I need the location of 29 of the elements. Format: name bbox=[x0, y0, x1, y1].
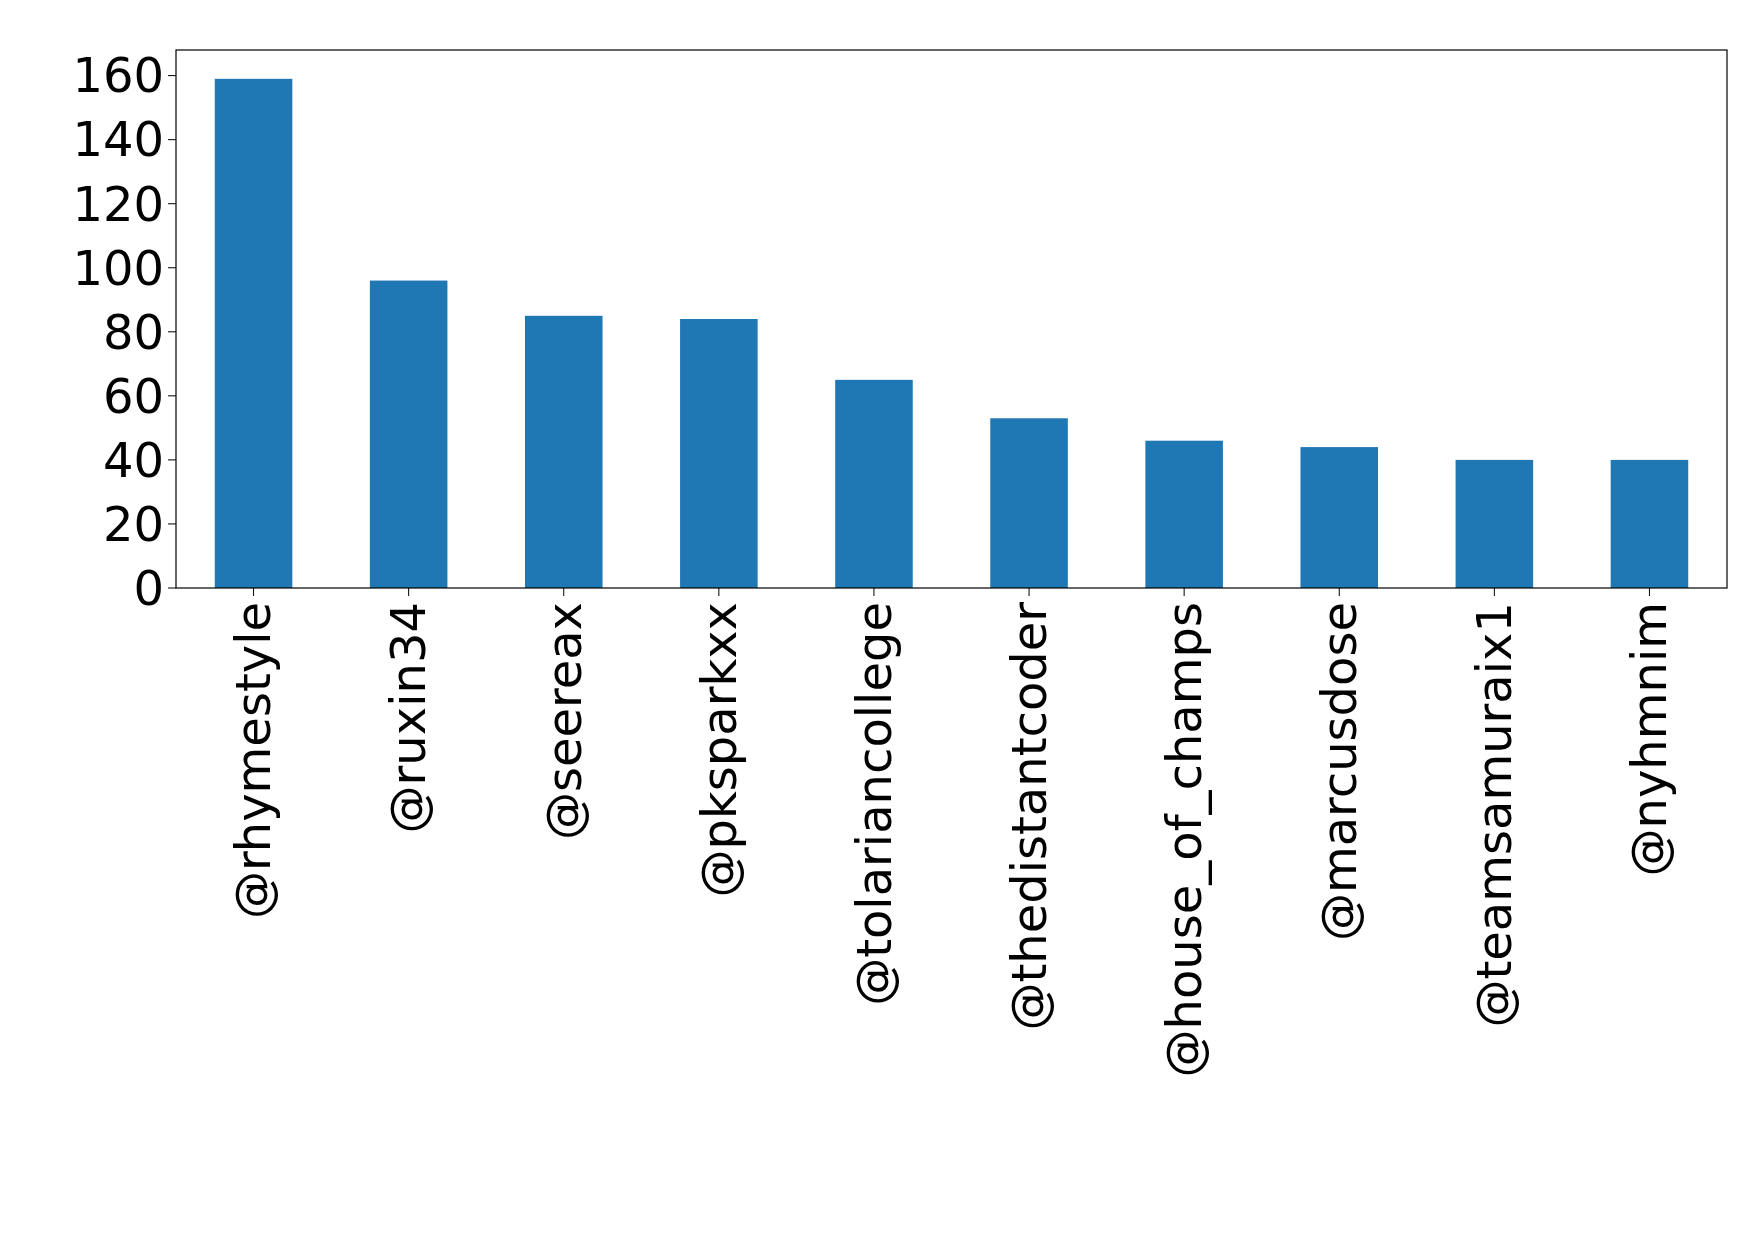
y-tick-label: 140 bbox=[72, 111, 164, 168]
x-tick-label: @rhymestyle bbox=[225, 602, 282, 920]
bar bbox=[680, 319, 758, 588]
x-tick-label: @nyhmnim bbox=[1621, 602, 1678, 877]
y-tick-label: 100 bbox=[72, 239, 164, 296]
y-tick-label: 160 bbox=[72, 47, 164, 104]
y-tick-label: 120 bbox=[72, 175, 164, 232]
y-tick-label: 80 bbox=[102, 303, 164, 360]
x-tick-label: @house_of_champs bbox=[1155, 602, 1212, 1078]
bar bbox=[1455, 459, 1534, 588]
bar bbox=[1610, 459, 1689, 588]
bar bbox=[369, 280, 448, 588]
bar bbox=[1300, 447, 1379, 588]
bar bbox=[835, 379, 913, 588]
x-tick-label: @ruxin34 bbox=[380, 602, 437, 834]
x-tick-label: @pksparkxx bbox=[690, 602, 747, 898]
bar bbox=[524, 315, 603, 588]
bar bbox=[990, 418, 1068, 588]
x-tick-label: @tolariancollege bbox=[845, 602, 902, 1006]
y-tick-label: 20 bbox=[102, 495, 164, 552]
x-tick-label: @seereax bbox=[535, 602, 592, 841]
y-tick-label: 60 bbox=[102, 367, 164, 424]
x-tick-label: @marcusdose bbox=[1311, 602, 1368, 942]
y-tick-label: 40 bbox=[102, 431, 164, 488]
bar bbox=[214, 78, 293, 588]
x-tick-label: @thedistantcoder bbox=[1000, 601, 1057, 1031]
y-tick-label: 0 bbox=[133, 559, 164, 616]
x-tick-label: @teamsamuraix1 bbox=[1466, 602, 1523, 1028]
bar bbox=[1145, 440, 1223, 588]
